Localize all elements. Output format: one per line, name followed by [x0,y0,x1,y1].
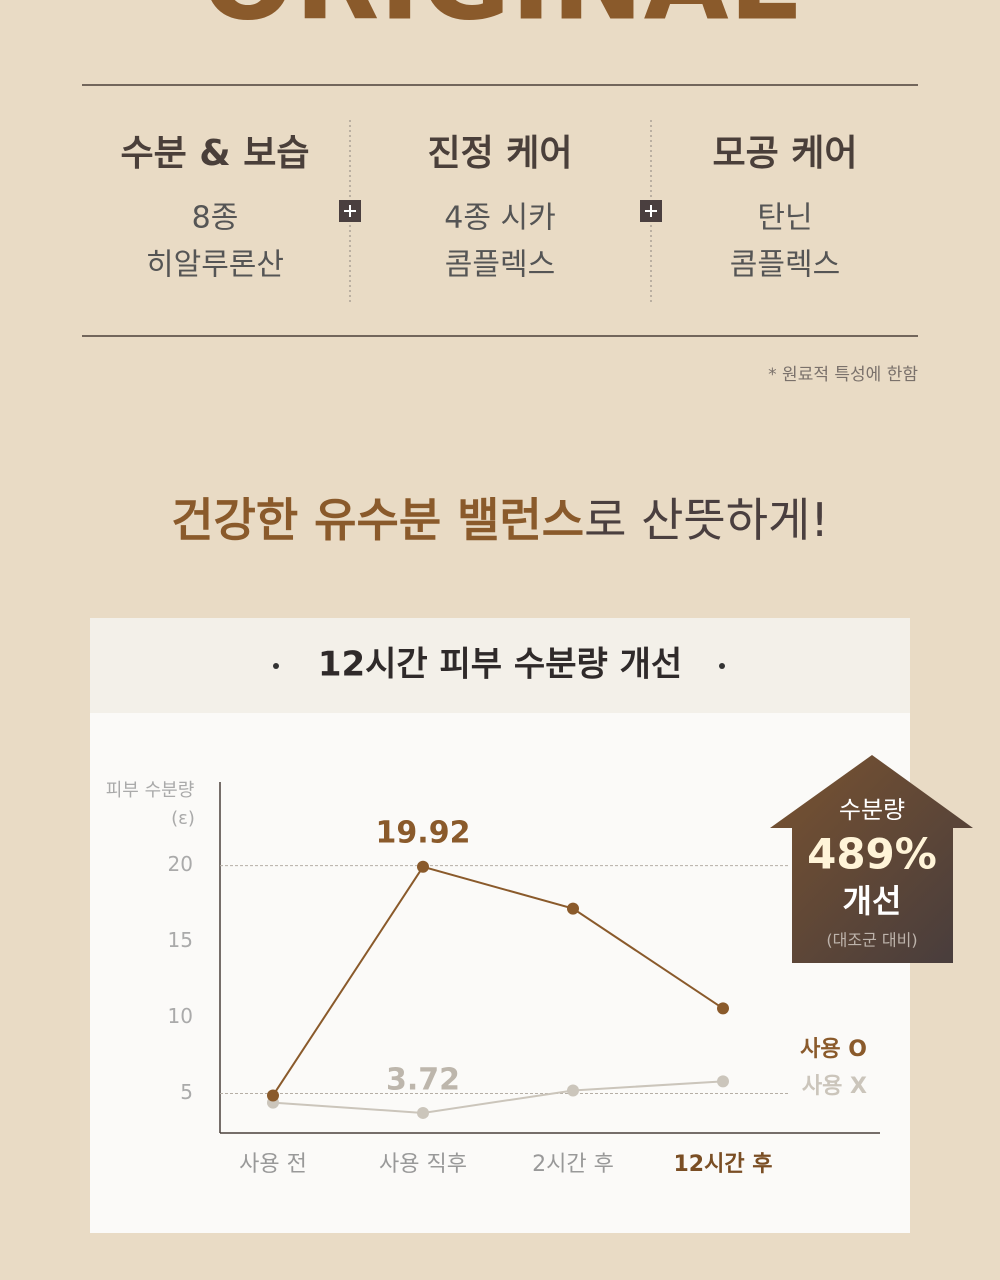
headline-emphasis: 건강한 유수분 밸런스 [171,493,584,547]
feature-title: 수분 & 보습 [121,133,310,174]
badge-note: (대조군 대비) [826,931,917,950]
data-label: 3.72 [386,1062,460,1097]
badge-title: 수분량 [839,796,905,824]
badge [770,755,973,963]
chart-header [90,618,910,713]
y-tick-label: 20 [168,852,193,876]
feature-title: 모공 케어 [712,133,857,174]
x-tick-label: 2시간 후 [532,1152,614,1177]
x-tick-label: 사용 전 [239,1152,307,1177]
hero-title: ORIGINAL [201,0,799,44]
legend-entry: 사용 X [802,1074,867,1099]
feature-line: 탄닌 [757,201,812,236]
feature-line: 8종 [192,201,239,236]
feature-line: 4종 시카 [444,201,555,236]
plot: 피부 수분량 (ε) 5 10 15 20 사용 전 사용 직후 2시간 후 12시간 후 3.72… [106,780,880,1177]
headline: 건강한 유수분 밸런스로 산뜻하게! [171,493,829,547]
feature-line: 콤플렉스 [730,248,840,283]
feature-line: 콤플렉스 [445,248,555,283]
data-point [417,1106,429,1119]
headline-rest: 로 산뜻하게! [584,493,829,547]
data-point [567,1084,579,1097]
plus-icon [339,200,361,222]
badge-text: 개선 [843,882,902,920]
note: * 원료적 특성에 한함 [768,365,918,385]
data-point [417,860,429,873]
series-line [272,865,724,1097]
chart-panel [90,618,910,1233]
data-label: 19.92 [376,815,471,850]
data-point [267,1089,279,1102]
bullet [273,663,279,669]
series-line [272,1080,724,1114]
badge-value: 489% [807,830,937,879]
x-tick-label: 12시간 후 [674,1152,773,1177]
x-tick-label: 사용 직후 [379,1152,467,1177]
y-tick-label: 5 [180,1080,193,1104]
y-axis-label: 피부 수분량 [106,780,195,801]
legend-entry: 사용 O [800,1037,867,1062]
data-point [717,1002,729,1015]
feature-line: 히알루론산 [146,248,284,283]
bullet [719,663,725,669]
y-axis-label: (ε) [171,808,195,829]
y-tick-label: 15 [168,928,193,952]
chart-title: 12시간 피부 수분량 개선 [318,645,682,685]
y-tick-label: 10 [168,1004,193,1028]
feature-title: 진정 케어 [427,133,572,174]
data-point [567,902,579,915]
plus-icon [640,200,662,222]
data-point [717,1075,729,1088]
